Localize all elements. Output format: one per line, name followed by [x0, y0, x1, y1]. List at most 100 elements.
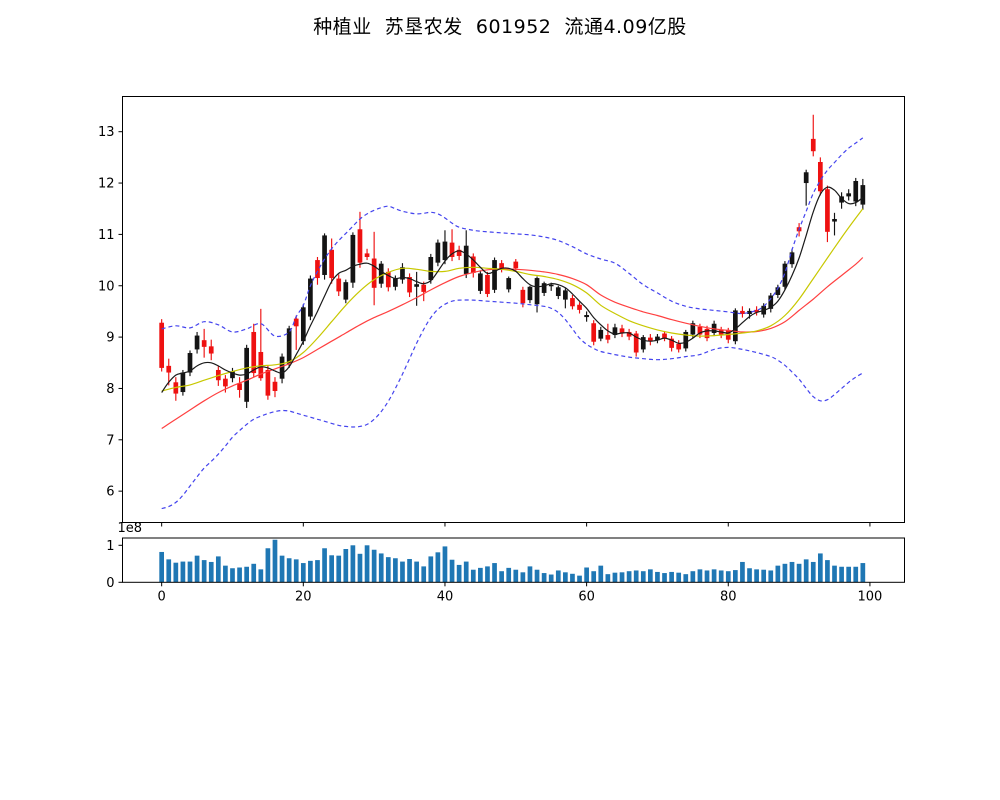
- volume-bar: [485, 566, 490, 583]
- volume-plot-frame: [122, 537, 905, 583]
- volume-bar: [166, 559, 172, 583]
- candle-body: [378, 263, 384, 284]
- volume-tick-label: 1: [106, 539, 114, 554]
- candle-body: [825, 189, 830, 232]
- volume-bar: [704, 570, 710, 583]
- candle-up: [563, 288, 568, 309]
- candle-body: [251, 331, 257, 374]
- candle-up: [279, 353, 285, 384]
- volume-bar: [428, 556, 434, 583]
- candle-down: [364, 248, 370, 261]
- candle-down: [208, 339, 214, 361]
- candle-down: [669, 336, 674, 352]
- volume-bar: [548, 574, 554, 583]
- volume-series: [159, 539, 866, 583]
- candle-down: [166, 358, 172, 386]
- candle-down: [456, 245, 462, 261]
- volume-bar: [159, 551, 165, 583]
- volume-bar: [478, 567, 483, 583]
- candle-body: [520, 289, 526, 304]
- volume-bar: [272, 539, 278, 583]
- candle-up: [555, 285, 561, 300]
- candle-body: [513, 261, 519, 269]
- price-plot: 6 7 8 9 10 11 12 13: [98, 96, 905, 527]
- figure-title: 种植业 苏垦农发 601952 流通4.09亿股: [313, 16, 687, 38]
- candle-body: [293, 318, 299, 327]
- volume-bar: [846, 566, 852, 583]
- candle-body: [336, 278, 342, 292]
- volume-bar: [513, 569, 519, 583]
- volume-bar: [244, 566, 249, 583]
- candle-body: [704, 328, 710, 339]
- candle-up: [612, 323, 618, 339]
- candle-body: [272, 381, 278, 392]
- x-tick-label: 80: [720, 589, 737, 604]
- candle-down: [329, 238, 334, 284]
- candle-up: [300, 304, 306, 345]
- candle-down: [293, 315, 299, 350]
- candle-wick: [550, 282, 552, 291]
- volume-bar: [237, 567, 242, 583]
- volume-bar: [286, 558, 292, 583]
- candle-body: [265, 369, 271, 396]
- candle-up: [832, 212, 837, 236]
- candle-up: [803, 169, 809, 206]
- candle-body: [414, 284, 419, 287]
- candle-up: [733, 308, 738, 345]
- volume-bar: [541, 573, 547, 583]
- volume-bar: [768, 570, 774, 583]
- candle-body: [527, 286, 533, 301]
- overlay-bollinger-lower: [161, 299, 864, 510]
- candle-body: [400, 267, 405, 280]
- volume-bar: [343, 549, 349, 583]
- candle-up: [860, 178, 866, 210]
- candle-body: [612, 327, 618, 336]
- candle-up: [584, 311, 589, 322]
- volume-bar: [817, 553, 823, 583]
- volume-bar: [456, 564, 462, 583]
- candle-down: [251, 323, 257, 378]
- volume-bar: [421, 566, 427, 583]
- candle-body: [563, 290, 568, 300]
- volume-bar: [350, 545, 356, 583]
- candle-body: [676, 343, 682, 350]
- candle-body: [633, 333, 639, 353]
- candle-wick: [805, 169, 807, 206]
- candle-body: [286, 328, 292, 364]
- volume-bar: [740, 561, 745, 583]
- candle-down: [371, 231, 377, 306]
- candle-down: [513, 259, 519, 272]
- candle-body: [194, 335, 200, 350]
- volume-bar: [470, 569, 476, 583]
- volume-bar: [825, 560, 830, 583]
- candle-body: [534, 278, 540, 305]
- candle-up: [846, 189, 852, 201]
- price-tick-label: 10: [98, 279, 115, 294]
- candle-body: [449, 242, 455, 257]
- price-tick-label: 6: [106, 485, 114, 500]
- candle-up: [768, 292, 774, 313]
- price-tick-label: 13: [98, 125, 115, 140]
- candle-body: [180, 372, 186, 393]
- candle-down: [577, 302, 582, 314]
- candle-body: [839, 196, 844, 203]
- candle-up: [400, 263, 405, 284]
- candle-body: [343, 282, 349, 300]
- candle-body: [237, 383, 242, 390]
- volume-bar: [662, 573, 667, 583]
- candle-body: [669, 338, 674, 348]
- volume-bar: [449, 559, 455, 583]
- price-tick-label: 9: [106, 331, 114, 346]
- volume-bar: [265, 548, 271, 583]
- price-tick-label: 12: [98, 177, 115, 192]
- volume-bar: [683, 574, 689, 583]
- candle-up: [478, 270, 483, 294]
- volume-bar: [640, 571, 646, 583]
- candle-body: [626, 331, 632, 337]
- candle-up: [343, 279, 349, 304]
- candle-body: [860, 185, 866, 205]
- candle-down: [336, 274, 342, 297]
- volume-bar: [563, 572, 568, 583]
- candle-up: [322, 233, 327, 280]
